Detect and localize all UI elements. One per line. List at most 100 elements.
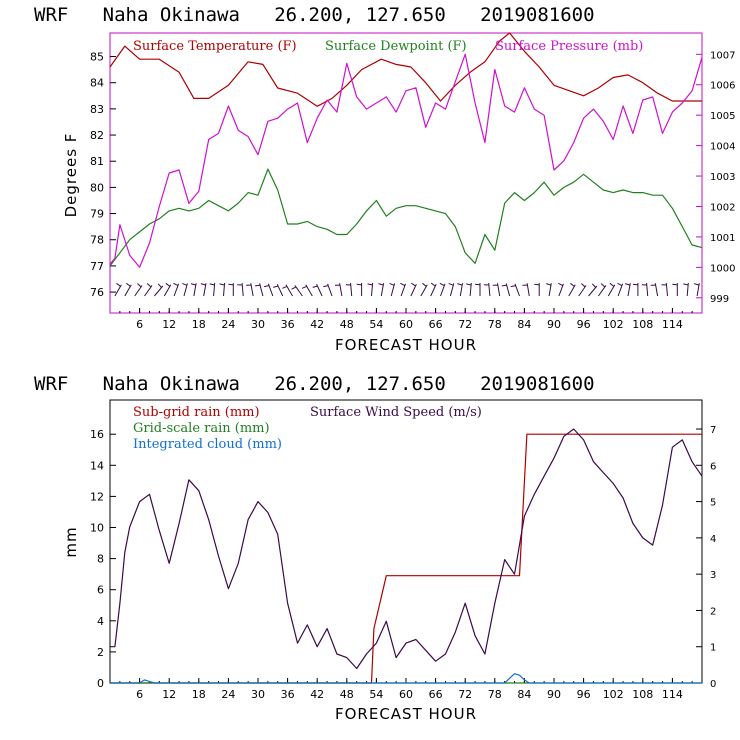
x-tick-label: 84 xyxy=(517,318,531,331)
wind-barb-flag xyxy=(378,283,384,286)
wind-barb-flag xyxy=(632,283,638,286)
wind-barb xyxy=(144,285,153,297)
wind-barb xyxy=(526,283,530,297)
panel2-ticks: 6 12 18 24 30 36 42 48 54 60 66 72 78 84 90 96 102 108 114… xyxy=(90,425,716,701)
wind-barb-flag xyxy=(411,282,416,287)
y2-tick-label: 1005 xyxy=(710,111,735,122)
wind-barb xyxy=(154,285,164,297)
panel1-ticks: 6 12 18 24 30 36 42 48 54 60 66 72 78 84 90 96 102 108 114… xyxy=(90,50,735,331)
y2-tick-label: 1000 xyxy=(710,263,735,274)
legend-integrated-cloud: Integrated cloud (mm) xyxy=(133,437,282,452)
series-sub-grid-rain-mm xyxy=(110,433,702,684)
y-tick-label: 4 xyxy=(97,615,104,628)
wind-barb-flag xyxy=(439,282,445,287)
wind-barb xyxy=(339,283,343,297)
wind-barb-flag xyxy=(291,286,297,290)
series-surface-pressure-mb xyxy=(109,53,703,268)
wind-barb xyxy=(163,284,172,297)
y2-tick-label: 7 xyxy=(710,425,716,436)
x-tick-label: 48 xyxy=(340,688,354,701)
wind-barb-flag xyxy=(200,283,206,286)
x-tick-label: 30 xyxy=(251,318,265,331)
x-tick-label: 60 xyxy=(399,688,413,701)
x-tick-label: 12 xyxy=(162,688,176,701)
wind-barb-flag xyxy=(510,285,516,288)
wind-barb xyxy=(134,285,143,297)
wind-barb xyxy=(514,283,520,297)
x-tick-label: 30 xyxy=(251,688,265,701)
legend-gridscale-rain: Grid-scale rain (mm) xyxy=(133,421,270,436)
panel2-title: WRF Naha Okinawa 26.200, 127.650 2019081… xyxy=(34,373,595,395)
wind-barb-flag xyxy=(264,285,270,288)
y2-tick-label: 1006 xyxy=(710,81,735,92)
y-tick-label: 82 xyxy=(90,129,104,142)
wind-barb-flag xyxy=(581,283,586,288)
wind-barb-flag xyxy=(534,283,540,286)
wind-barb xyxy=(371,282,374,297)
wind-barb xyxy=(420,284,428,297)
wind-barb-flag xyxy=(609,282,615,287)
wind-barb xyxy=(241,282,244,297)
x-tick-label: 66 xyxy=(429,318,443,331)
wind-barb xyxy=(390,283,396,297)
x-tick-label: 6 xyxy=(136,688,143,701)
x-tick-label: 36 xyxy=(281,688,295,701)
wind-barb-flag xyxy=(683,283,689,286)
wind-barb xyxy=(193,283,197,297)
wind-barb-flag xyxy=(219,283,225,286)
y2-tick-label: 1002 xyxy=(710,202,735,213)
wind-barb-flag xyxy=(501,284,507,287)
y-tick-label: 16 xyxy=(90,428,104,441)
legend-pressure: Surface Pressure (mb) xyxy=(495,39,643,54)
y2-tick-label: 6 xyxy=(710,461,716,472)
wind-barb-flag xyxy=(389,282,395,286)
x-tick-label: 66 xyxy=(429,688,443,701)
wind-barb xyxy=(305,284,313,297)
series-integrated-cloud-mm xyxy=(110,673,702,684)
y2-tick-label: 2 xyxy=(710,606,716,617)
x-tick-label: 12 xyxy=(162,318,176,331)
wind-barb-flag xyxy=(356,283,362,286)
x-tick-label: 18 xyxy=(192,318,206,331)
wind-barb xyxy=(459,283,463,297)
y-tick-label: 6 xyxy=(97,584,104,597)
wind-barb-flag xyxy=(323,285,329,288)
wind-barb-flag xyxy=(600,283,606,288)
y2-tick-label: 1004 xyxy=(710,142,735,153)
wind-barb xyxy=(267,283,274,297)
wind-barb-flag xyxy=(255,284,261,287)
wind-barb xyxy=(449,283,455,297)
wind-barb xyxy=(327,283,333,297)
wind-barb xyxy=(607,284,616,297)
x-tick-label: 24 xyxy=(221,318,235,331)
y-tick-label: 12 xyxy=(90,490,104,503)
wind-barb xyxy=(497,283,501,297)
legend-wind-speed: Surface Wind Speed (m/s) xyxy=(310,405,482,420)
x-tick-label: 108 xyxy=(632,318,653,331)
wind-barb xyxy=(276,283,284,297)
wind-barb-flag xyxy=(312,285,318,288)
wind-barb xyxy=(665,282,668,297)
y-tick-label: 14 xyxy=(90,459,104,472)
panel1-xlabel: FORECAST HOUR xyxy=(335,336,477,354)
wind-barb-flag xyxy=(546,283,552,286)
wind-barb-flag xyxy=(273,285,279,288)
wind-barb xyxy=(568,284,576,297)
x-tick-label: 36 xyxy=(281,318,295,331)
wind-barb-flag xyxy=(137,283,142,288)
wind-barb-flag xyxy=(146,283,152,288)
x-tick-label: 90 xyxy=(547,688,561,701)
wind-barb-flag xyxy=(558,282,563,287)
legend-dewpoint: Surface Dewpoint (F) xyxy=(325,39,467,54)
wind-barb-flag xyxy=(422,282,427,287)
wind-barb-flag xyxy=(466,283,472,286)
y-tick-label: 2 xyxy=(97,646,104,659)
x-tick-label: 54 xyxy=(369,688,383,701)
wind-barb xyxy=(505,283,511,297)
x-tick-label: 42 xyxy=(310,318,324,331)
series-surface-wind-speed-m-s xyxy=(110,428,703,670)
y-tick-label: 83 xyxy=(90,103,104,116)
y-tick-label: 77 xyxy=(90,260,104,273)
wind-barb xyxy=(469,282,472,297)
wind-barb xyxy=(223,282,226,297)
